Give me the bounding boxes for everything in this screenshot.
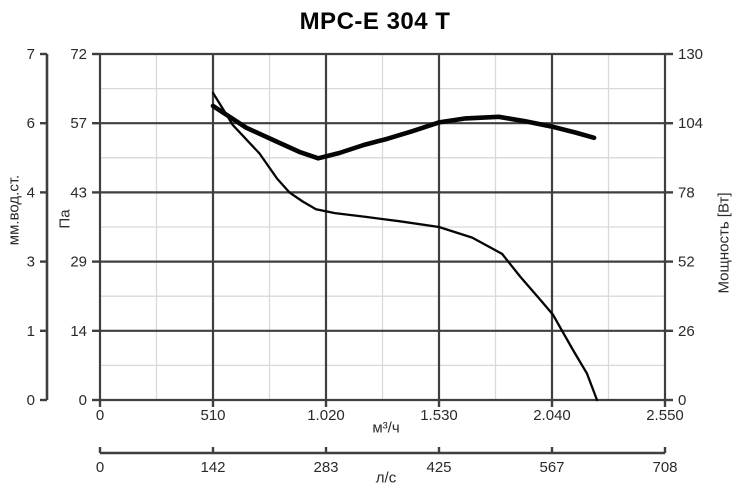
m3h-tick-label: 510 [200, 407, 225, 424]
m3h-tick-label: 2.550 [646, 407, 684, 424]
power-tick-label: 78 [678, 184, 695, 201]
power-tick-label: 104 [678, 115, 703, 132]
pa-tick-label: 29 [70, 254, 87, 271]
pressure-curve [211, 91, 599, 402]
mm-tick-label: 6 [27, 115, 35, 132]
mm-tick-label: 3 [27, 254, 35, 271]
ls-tick-label: 283 [313, 459, 338, 476]
power-tick-label: 0 [678, 392, 686, 409]
pa-tick-label: 57 [70, 115, 87, 132]
pa-tick-label: 43 [70, 184, 87, 201]
pa-tick-label: 72 [70, 46, 87, 63]
ls-tick-label: 0 [96, 459, 104, 476]
mm-tick-label: 7 [27, 46, 35, 63]
m3h-axis-title: м³/ч [372, 419, 400, 437]
power-curve [210, 103, 597, 161]
ls-tick-label: 567 [539, 459, 564, 476]
ls-tick-label: 708 [652, 459, 677, 476]
ls-axis-title: л/с [375, 469, 397, 487]
mm-tick-label: 4 [27, 184, 35, 201]
power-tick-label: 52 [678, 254, 695, 271]
m3h-tick-label: 1.530 [420, 407, 458, 424]
ls-tick-label: 425 [426, 459, 451, 476]
pa-tick-label: 0 [79, 392, 87, 409]
chart-title: MPC-E 304 T [299, 8, 451, 35]
power-tick-label: 26 [678, 323, 695, 340]
mm-tick-label: 0 [27, 392, 35, 409]
ls-tick-label: 142 [200, 459, 225, 476]
m3h-tick-label: 0 [96, 407, 104, 424]
power-tick-label: 130 [678, 46, 703, 63]
m3h-tick-label: 2.040 [533, 407, 571, 424]
pa-tick-label: 14 [70, 323, 87, 340]
mm-tick-label: 1 [27, 323, 35, 340]
m3h-tick-label: 1.020 [307, 407, 345, 424]
